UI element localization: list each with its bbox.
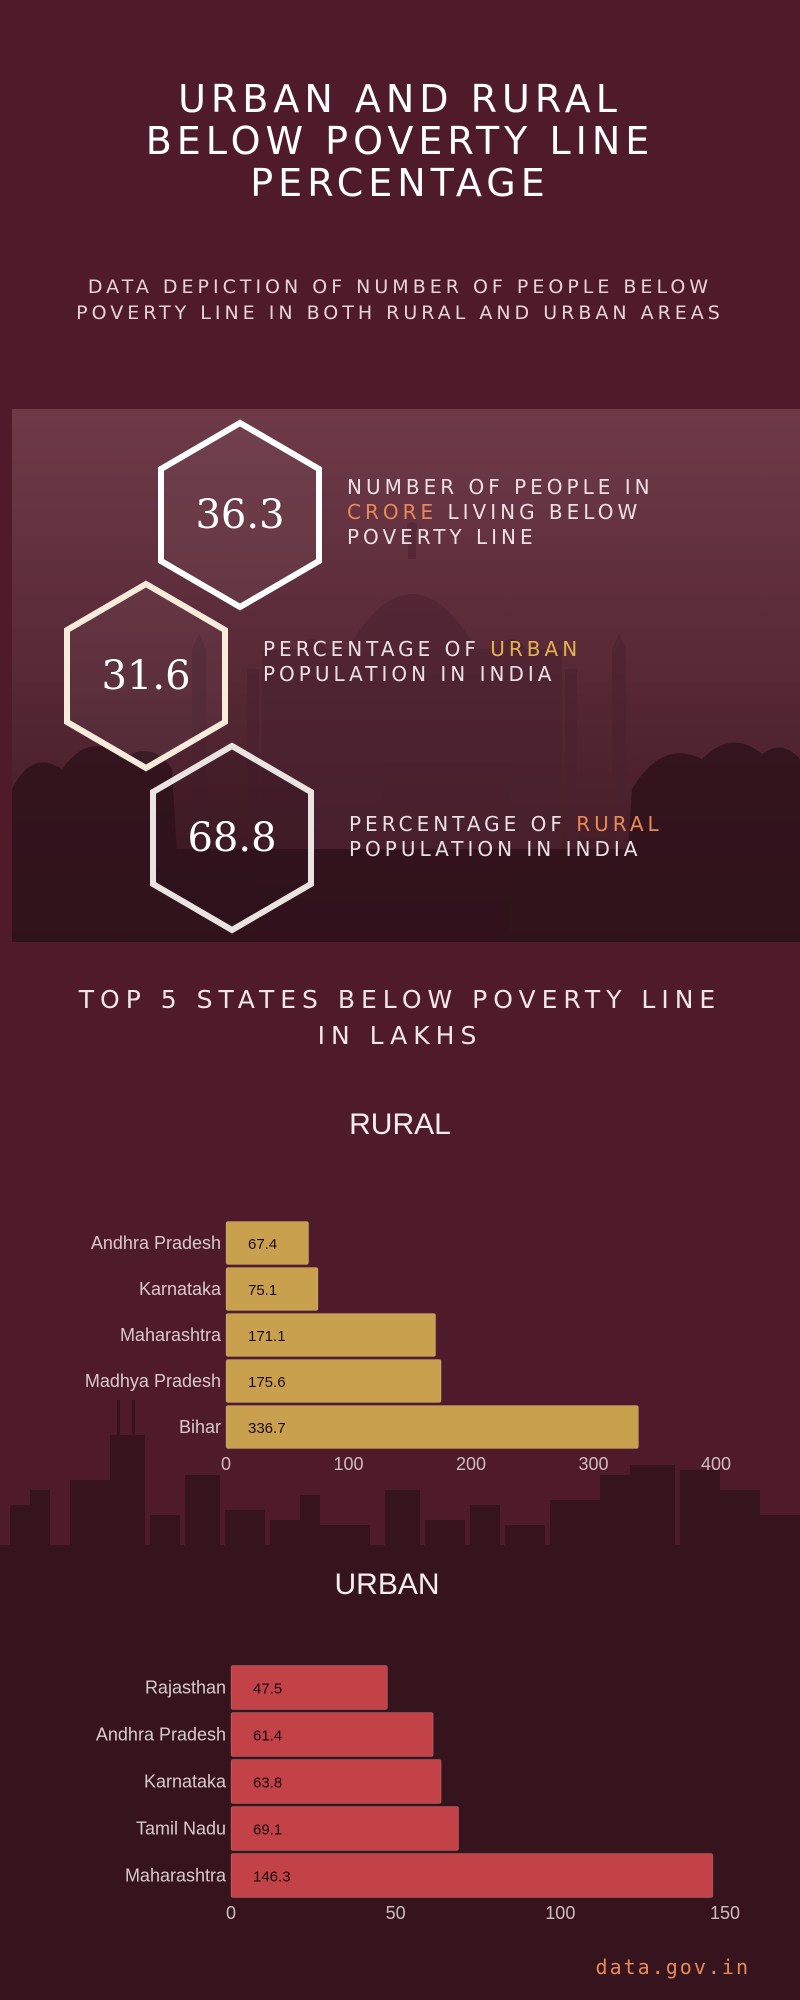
data-label: 61.4 [253,1728,282,1745]
category-label: Karnataka [139,1279,222,1299]
stat-hexagon-2: 31.6 [62,580,230,772]
subtitle-line-1: DATA DEPICTION OF NUMBER OF PEOPLE BELOW [87,276,713,298]
stat-value-1: 36.3 [195,492,285,538]
title-line-1: URBAN AND RURAL [178,77,622,121]
title-line-2: BELOW POVERTY LINE [145,119,655,163]
category-label: Andhra Pradesh [96,1725,226,1745]
hexagon-icon [150,742,314,934]
category-label: Madhya Pradesh [85,1371,221,1391]
bar [225,1405,639,1449]
tick-label: 100 [333,1454,363,1474]
title-line-3: PERCENTAGE [250,161,550,205]
stat-label-3-line-2: POPULATION IN INDIA [349,837,642,861]
stat-label-3: PERCENTAGE OF RURAL POPULATION IN INDIA [349,812,663,862]
stat-label-1: NUMBER OF PEOPLE IN CRORE LIVING BELOW P… [347,475,654,550]
stat-value-3: 68.8 [187,815,277,861]
hero-panel: 36.3 NUMBER OF PEOPLE IN CRORE LIVING BE… [12,409,800,942]
stat-label-1-highlight: CRORE [347,500,438,524]
monument-silhouette-icon [12,522,800,942]
stat-value-2: 31.6 [101,653,191,699]
category-label: Andhra Pradesh [91,1233,221,1253]
bar [225,1221,310,1265]
category-label: Bihar [179,1417,221,1437]
data-label: 171.1 [248,1328,286,1345]
data-label: 63.8 [253,1775,282,1792]
tick-label: 0 [226,1903,236,1923]
tick-label: 0 [221,1454,231,1474]
stat-label-2-line-1: PERCENTAGE OF [263,637,491,661]
tick-label: 100 [545,1903,575,1923]
stat-label-1-line-1: NUMBER OF PEOPLE IN [347,475,654,499]
tick-label: 50 [386,1903,406,1923]
data-label: 146.3 [253,1869,291,1886]
stat-label-2-line-2: POPULATION IN INDIA [263,662,556,686]
tick-label: 400 [701,1454,731,1474]
data-label: 175.6 [248,1374,286,1391]
city-skyline-icon [0,1400,800,1585]
source-link[interactable]: data.gov.in [595,1955,750,1979]
stat-hexagon-3: 68.8 [148,742,316,934]
bar [225,1313,437,1357]
stat-label-2: PERCENTAGE OF URBAN POPULATION IN INDIA [263,637,581,687]
hexagon-icon [158,419,322,611]
subtitle-line-2: POVERTY LINE IN BOTH RURAL AND URBAN ARE… [76,302,724,324]
category-label: Rajasthan [145,1678,226,1698]
data-label: 67.4 [248,1236,277,1253]
category-label: Karnataka [144,1772,227,1792]
urban-chart-title: URBAN [334,1568,440,1601]
category-label: Maharashtra [120,1325,222,1345]
bar [230,1806,460,1851]
urban-bar-chart: Rajasthan 47.5 Andhra Pradesh 61.4 Karnataka… [96,1665,740,1923]
bar [230,1665,388,1710]
rural-bar-chart: Andhra Pradesh 67.4 Karnataka 75.1 Maharasht… [85,1221,731,1474]
section-title: TOP 5 STATES BELOW POVERTY LINE IN LAKHS [40,982,760,1054]
bar [225,1267,319,1311]
page-title: URBAN AND RURAL BELOW POVERTY LINE PERCE… [0,78,800,204]
category-label: Tamil Nadu [136,1819,226,1839]
bar [225,1359,442,1403]
category-label: Maharashtra [125,1866,227,1886]
data-label: 336.7 [248,1420,286,1437]
tick-label: 200 [456,1454,486,1474]
data-label: 69.1 [253,1822,282,1839]
section-title-line-1: TOP 5 STATES BELOW POVERTY LINE [78,985,722,1014]
bar [230,1712,434,1757]
stat-label-1-line-3: POVERTY LINE [347,525,537,549]
stat-label-2-highlight: URBAN [490,637,582,661]
stat-label-1-line-2: LIVING BELOW [437,500,642,524]
rural-chart-title: RURAL [349,1108,451,1141]
bar [230,1759,442,1804]
data-label: 47.5 [253,1681,282,1698]
data-label: 75.1 [248,1282,277,1299]
page-subtitle: DATA DEPICTION OF NUMBER OF PEOPLE BELOW… [40,274,760,326]
section-title-line-2: IN LAKHS [317,1021,483,1050]
hexagon-icon [64,580,228,772]
tick-label: 300 [578,1454,608,1474]
bar [230,1853,714,1898]
stat-label-3-highlight: RURAL [576,812,663,836]
tick-label: 150 [710,1903,740,1923]
stat-label-3-line-1: PERCENTAGE OF [349,812,577,836]
stat-hexagon-1: 36.3 [156,419,324,611]
